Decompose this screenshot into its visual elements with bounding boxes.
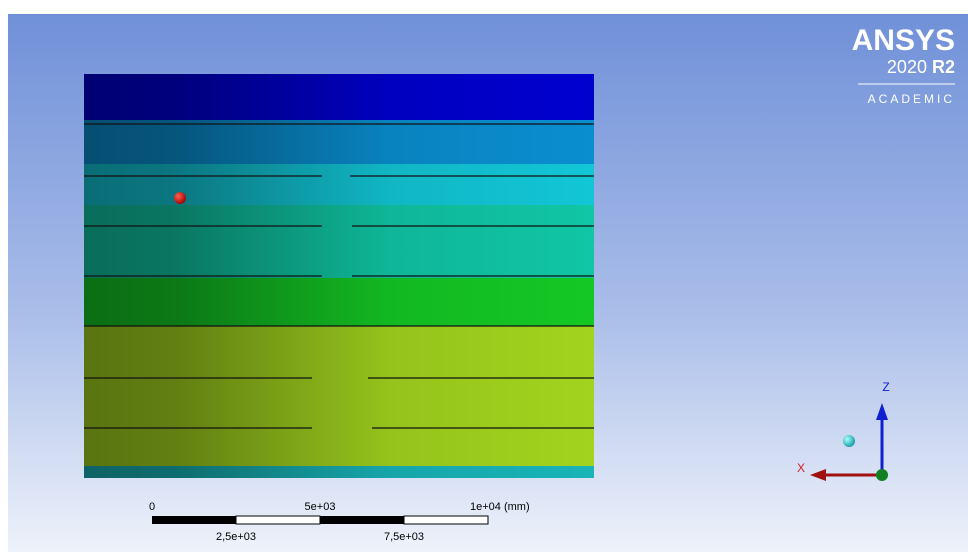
scale-label: 1e+04 (mm): [470, 501, 530, 513]
probe-point: [174, 192, 186, 204]
x-label: X: [797, 461, 805, 475]
logo-edition: ACADEMIC: [868, 92, 955, 106]
scale-label: 2,5e+03: [216, 531, 256, 543]
view-sphere: [843, 435, 855, 447]
logo-brand: ANSYS: [852, 24, 955, 57]
scale-segment: [320, 516, 404, 524]
scale-label: 0: [149, 501, 155, 513]
logo-version: 2020 R2: [887, 57, 955, 77]
origin: [876, 469, 888, 481]
scale-label: 7,5e+03: [384, 531, 424, 543]
model: [84, 74, 594, 478]
z-label: Z: [882, 380, 889, 394]
logo-release: R2: [932, 57, 955, 77]
page: ANSYS viewport {"logo": {"brand": "ANSYS…: [0, 0, 968, 552]
scale-segment: [404, 516, 488, 524]
logo-year: 2020: [887, 57, 927, 77]
scale-label: 5e+03: [305, 501, 336, 513]
viewport: ANSYS 2020 R2 ACADEMIC 0 5e+03 1e+04 (mm…: [0, 0, 968, 552]
scale-segment: [236, 516, 320, 524]
scale-segment: [152, 516, 236, 524]
body: ANSYS 2020 R2 ACADEMIC 0 5e+03 1e+04 (mm…: [0, 0, 968, 552]
